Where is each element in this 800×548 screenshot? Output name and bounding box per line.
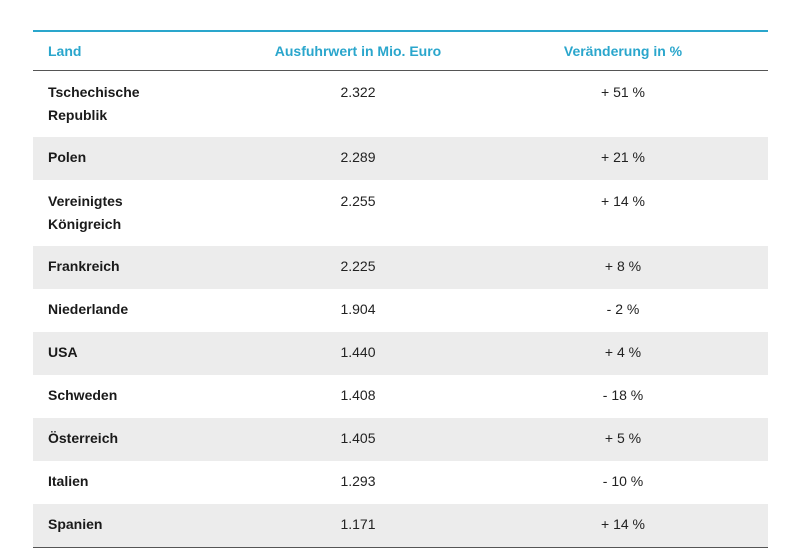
cell-export-value: 2.322 [340, 84, 376, 100]
cell-land: Frankreich [48, 258, 120, 274]
cell-export-value: 2.289 [340, 149, 376, 165]
cell-land: Österreich [48, 430, 119, 446]
table-row: Spanien 1.171 + 14 % [33, 504, 768, 548]
header-row: Land Ausfuhrwert in Mio. Euro Veränderun… [33, 31, 768, 71]
cell-export-value: 1.408 [340, 387, 376, 403]
cell-export-value: 1.440 [340, 344, 376, 360]
cell-change: + 4 % [604, 344, 642, 360]
table-body: Tschechische Republik 2.322 + 51 % Polen … [33, 71, 768, 548]
cell-change: + 14 % [601, 516, 645, 532]
cell-export-value: 1.171 [340, 516, 376, 532]
header-change: Veränderung in % [563, 43, 683, 59]
export-table-container: Land Ausfuhrwert in Mio. Euro Veränderun… [33, 30, 768, 548]
cell-export-value: 2.255 [340, 193, 376, 209]
cell-land: Vereinigtes Königreich [48, 193, 123, 232]
table-row: Vereinigtes Königreich 2.255 + 14 % [33, 180, 768, 246]
cell-change: - 2 % [606, 301, 640, 317]
table-row: Österreich 1.405 + 5 % [33, 418, 768, 461]
table-row: Italien 1.293 - 10 % [33, 461, 768, 504]
cell-land: Spanien [48, 516, 103, 532]
cell-change: + 8 % [604, 258, 642, 274]
cell-change: + 21 % [601, 149, 645, 165]
table-row: Polen 2.289 + 21 % [33, 137, 768, 180]
table-row: Schweden 1.408 - 18 % [33, 375, 768, 418]
cell-land: USA [48, 344, 78, 360]
cell-change: + 14 % [601, 193, 645, 209]
cell-change: - 10 % [602, 473, 644, 489]
cell-export-value: 1.904 [340, 301, 376, 317]
cell-land: Polen [48, 149, 87, 165]
cell-export-value: 1.405 [340, 430, 376, 446]
cell-land: Niederlande [48, 301, 129, 317]
table-row: Niederlande 1.904 - 2 % [33, 289, 768, 332]
cell-change: + 51 % [601, 84, 645, 100]
cell-change: - 18 % [602, 387, 644, 403]
cell-export-value: 2.225 [340, 258, 376, 274]
table-header: Land Ausfuhrwert in Mio. Euro Veränderun… [33, 31, 768, 71]
cell-land: Schweden [48, 387, 118, 403]
header-land: Land [48, 43, 82, 59]
table-row: Frankreich 2.225 + 8 % [33, 246, 768, 289]
export-table: Land Ausfuhrwert in Mio. Euro Veränderun… [33, 30, 768, 548]
header-export-value: Ausfuhrwert in Mio. Euro [274, 43, 442, 59]
cell-export-value: 1.293 [340, 473, 376, 489]
cell-land: Tschechische Republik [48, 84, 140, 123]
table-row: Tschechische Republik 2.322 + 51 % [33, 71, 768, 138]
cell-change: + 5 % [604, 430, 642, 446]
table-row: USA 1.440 + 4 % [33, 332, 768, 375]
cell-land: Italien [48, 473, 89, 489]
